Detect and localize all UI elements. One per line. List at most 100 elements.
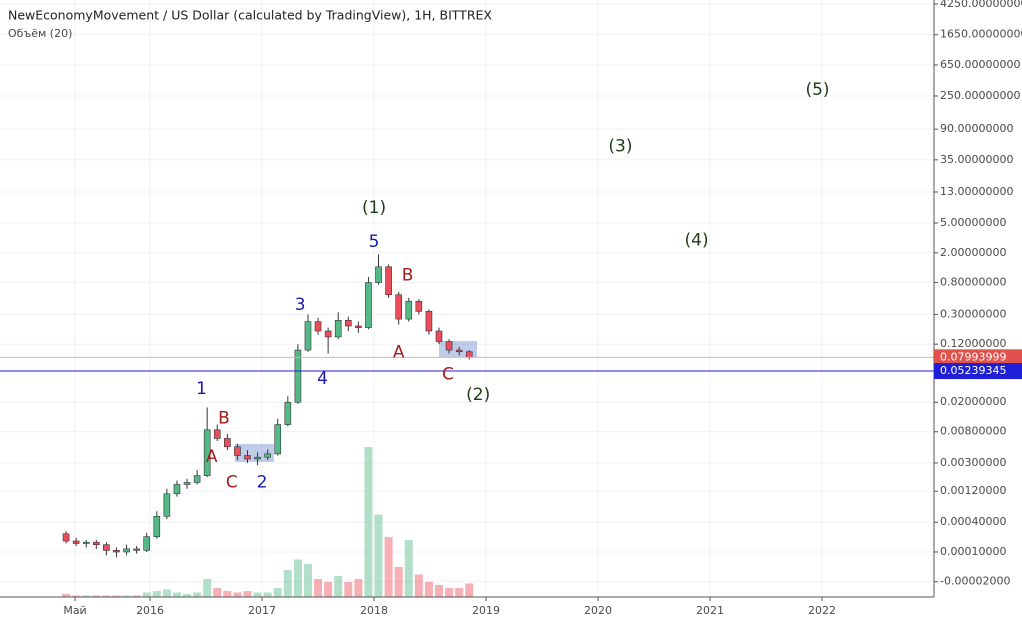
volume-bar bbox=[424, 582, 433, 597]
volume-bar bbox=[283, 570, 292, 597]
volume-bar bbox=[384, 537, 393, 597]
volume-bar bbox=[142, 592, 151, 597]
volume-bar bbox=[445, 588, 454, 597]
volume-bar bbox=[223, 591, 232, 597]
wave-label: (4) bbox=[685, 231, 709, 251]
y-tick-label: 5.00000000 bbox=[940, 216, 1006, 229]
y-tick-label: 90.00000000 bbox=[940, 122, 1013, 135]
volume-bar bbox=[334, 576, 343, 597]
chart-title: NewEconomyMovement / US Dollar (calculat… bbox=[8, 8, 492, 23]
y-tick-label: 13.00000000 bbox=[940, 185, 1013, 198]
grid bbox=[0, 0, 934, 597]
wave-label: C bbox=[442, 365, 454, 385]
volume-bar bbox=[193, 592, 202, 597]
wave-label: B bbox=[218, 409, 230, 429]
volume-bar bbox=[435, 585, 444, 597]
candle-body bbox=[224, 438, 231, 448]
candle-body bbox=[425, 311, 433, 332]
y-tick-label: 4250.00000000 bbox=[940, 0, 1022, 10]
y-tick-label: 250.00000000 bbox=[940, 89, 1020, 102]
candle-body bbox=[314, 321, 322, 332]
candle-body bbox=[173, 484, 181, 495]
wave-label: 1 bbox=[196, 379, 207, 399]
candle-body bbox=[244, 455, 251, 460]
candle-body bbox=[385, 266, 392, 296]
volume-bar bbox=[374, 514, 383, 597]
candle-body bbox=[193, 475, 201, 483]
volume-bar bbox=[324, 582, 333, 597]
y-tick-label: 0.00040000 bbox=[940, 515, 1006, 528]
volume-bar bbox=[112, 595, 121, 597]
volume-bar bbox=[82, 595, 91, 597]
volume-bar bbox=[102, 595, 111, 597]
y-tick-label: 1650.00000000 bbox=[940, 28, 1022, 41]
candle-body bbox=[324, 330, 332, 338]
subtitle: Объём (20) bbox=[8, 27, 72, 40]
wave-label: 4 bbox=[317, 369, 328, 389]
candle-body bbox=[254, 456, 261, 460]
wave-label: A bbox=[206, 447, 218, 467]
candle-body bbox=[304, 321, 312, 351]
candle-body bbox=[294, 349, 302, 403]
x-tick-label: 2021 bbox=[696, 604, 724, 617]
volume-bar bbox=[465, 583, 474, 597]
wave-label: C bbox=[226, 472, 238, 492]
candle-body bbox=[415, 300, 423, 312]
y-tick-label: 650.00000000 bbox=[940, 58, 1020, 71]
volume-bar bbox=[132, 595, 141, 597]
x-tick-label: Май bbox=[63, 604, 86, 617]
candle-body bbox=[153, 515, 161, 538]
candle-body bbox=[375, 266, 382, 283]
wave-label: 5 bbox=[369, 232, 380, 252]
volume-bar bbox=[455, 588, 464, 597]
wave-label: (5) bbox=[805, 80, 829, 100]
volume-bar bbox=[233, 592, 242, 597]
volume-bar bbox=[213, 588, 222, 597]
candle-body bbox=[183, 482, 191, 485]
y-tick-label: 0.30000000 bbox=[940, 307, 1006, 320]
y-tick-label: -0.00002000 bbox=[940, 575, 1010, 588]
y-tick-label: 0.00300000 bbox=[940, 456, 1006, 469]
candle-body bbox=[455, 349, 463, 353]
price-label: 0.07993999 bbox=[940, 350, 1006, 363]
volume-bar bbox=[394, 567, 403, 597]
price-label-bg bbox=[934, 349, 1022, 366]
volume-bar bbox=[162, 589, 171, 597]
candle-body bbox=[435, 330, 443, 342]
wave-label: (1) bbox=[362, 198, 386, 218]
y-tick-label: 35.00000000 bbox=[940, 153, 1013, 166]
candle-body bbox=[355, 325, 362, 328]
y-tick-label: 0.80000000 bbox=[940, 276, 1006, 289]
candle-body bbox=[62, 533, 70, 542]
wave-label: 2 bbox=[257, 472, 268, 492]
candle-body bbox=[334, 320, 342, 338]
wave-label: (2) bbox=[466, 385, 490, 405]
candle-body bbox=[213, 429, 221, 439]
y-tick-label: 0.00010000 bbox=[940, 545, 1006, 558]
price-label-bg bbox=[934, 363, 1022, 380]
volume-bar bbox=[203, 579, 212, 597]
axes: 4250.000000001650.00000000650.0000000025… bbox=[63, 0, 1022, 617]
candle-body bbox=[72, 540, 80, 544]
candle-body bbox=[93, 541, 100, 546]
volume-bar bbox=[122, 595, 131, 597]
x-tick-label: 2018 bbox=[360, 604, 388, 617]
volume-bar bbox=[344, 582, 353, 597]
wave-label: 3 bbox=[295, 295, 306, 315]
candle-body bbox=[234, 446, 241, 456]
volume-bar bbox=[354, 579, 363, 597]
candle-body bbox=[284, 401, 292, 425]
volume-bar bbox=[183, 594, 192, 597]
candle-body bbox=[113, 550, 120, 553]
volume-bar bbox=[253, 592, 262, 597]
wave-label: (3) bbox=[608, 136, 632, 156]
candle-body bbox=[344, 320, 352, 327]
candle-body bbox=[203, 429, 211, 476]
volume-bar bbox=[152, 591, 161, 597]
volume-bar bbox=[314, 579, 323, 597]
volume-bar bbox=[243, 591, 252, 597]
volume-bar bbox=[414, 574, 423, 597]
volume-bar bbox=[303, 564, 312, 597]
